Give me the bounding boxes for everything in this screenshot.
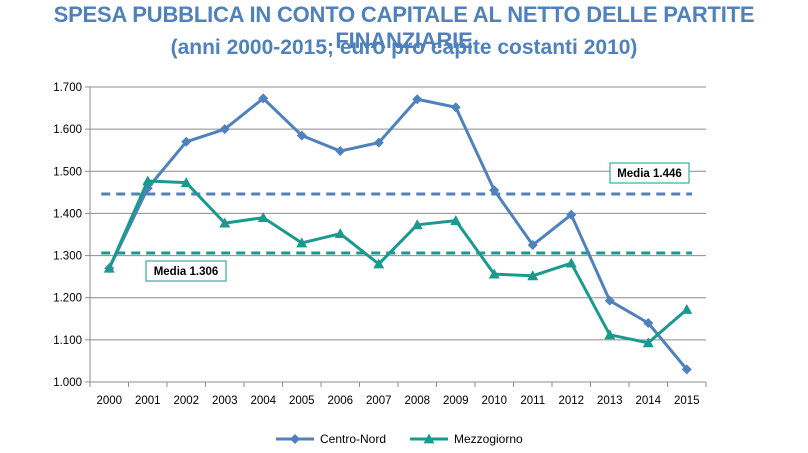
data-point <box>142 175 154 186</box>
data-point <box>450 215 462 225</box>
legend-label: Mezzogiorno <box>454 432 523 446</box>
data-point <box>180 177 192 188</box>
series-lines <box>103 93 693 375</box>
data-point <box>181 136 192 147</box>
data-point <box>489 185 500 196</box>
y-tick-label: 1.300 <box>53 251 82 263</box>
x-tick-label: 2005 <box>289 395 315 407</box>
data-point <box>527 240 538 251</box>
x-tick-label: 2007 <box>366 395 392 407</box>
data-point <box>411 219 423 230</box>
series-line-mezzogiorno <box>107 179 688 345</box>
y-tick-label: 1.700 <box>53 82 82 94</box>
y-tick-label: 1.000 <box>53 377 82 389</box>
data-point <box>604 295 615 306</box>
reference-label-box <box>145 260 227 282</box>
reference-lines: Media 1.446 Media 1.306 <box>101 162 692 282</box>
reference-label: Media 1.306 <box>154 266 219 278</box>
x-tick-label: 2012 <box>558 395 584 407</box>
data-point <box>219 217 231 228</box>
x-tick-label: 2006 <box>327 395 353 407</box>
legend-marker <box>423 433 435 444</box>
data-point <box>335 146 346 157</box>
y-tick-label: 1.500 <box>53 166 82 178</box>
x-tick-labels: 2000 2001 2002 2003 2004 2005 2006 2007 2008 2009… <box>96 395 699 407</box>
x-tick-label: 2009 <box>443 395 469 407</box>
data-point <box>566 209 577 220</box>
legend-label: Centro-Nord <box>320 432 386 446</box>
data-point <box>334 228 346 239</box>
data-point <box>373 137 384 148</box>
data-point <box>565 257 577 268</box>
data-point <box>450 102 461 113</box>
data-point <box>681 304 693 314</box>
axes <box>85 86 707 387</box>
data-point <box>219 124 230 135</box>
data-point <box>296 130 307 141</box>
chart-title: SPESA PUBBLICA IN CONTO CAPITALE AL NETT… <box>53 2 755 53</box>
x-tick-label: 2008 <box>404 395 430 407</box>
data-point <box>681 364 692 375</box>
x-tick-label: 2013 <box>597 395 623 407</box>
reference-label: Media 1.446 <box>617 168 682 180</box>
y-tick-labels: 1.000 1.100 1.200 1.300 1.400 1.500 1.600 1.700 <box>53 82 82 389</box>
x-tick-label: 2003 <box>212 395 238 407</box>
y-tick-label: 1.200 <box>53 293 82 305</box>
x-tick-label: 2010 <box>481 395 507 407</box>
reference-label-box <box>609 162 690 184</box>
data-point <box>257 212 269 223</box>
x-tick-label: 2014 <box>635 395 661 407</box>
data-point <box>642 337 654 348</box>
x-tick-label: 2001 <box>135 395 161 407</box>
data-point <box>258 93 269 104</box>
legend: Centro-Nord Mezzogiorno <box>276 432 523 446</box>
data-point <box>488 268 500 279</box>
series-line-centro-nord <box>107 96 688 371</box>
x-tick-label: 2011 <box>520 395 545 407</box>
y-tick-label: 1.400 <box>53 208 82 220</box>
data-point <box>643 318 654 328</box>
y-tick-label: 1.100 <box>53 335 82 347</box>
x-tick-label: 2015 <box>674 395 700 407</box>
x-tick-label: 2002 <box>173 395 199 407</box>
y-tick-label: 1.600 <box>53 124 82 136</box>
chart-subtitle: (anni 2000-2015; euro pro capite costant… <box>170 36 638 59</box>
x-tick-label: 2004 <box>250 395 276 407</box>
data-point <box>412 94 423 105</box>
legend-marker <box>290 434 300 444</box>
data-point <box>527 270 539 281</box>
data-point <box>604 329 616 340</box>
x-tick-label: 2000 <box>96 395 122 407</box>
data-point <box>103 262 115 273</box>
data-point <box>373 258 385 269</box>
data-point <box>296 237 308 248</box>
